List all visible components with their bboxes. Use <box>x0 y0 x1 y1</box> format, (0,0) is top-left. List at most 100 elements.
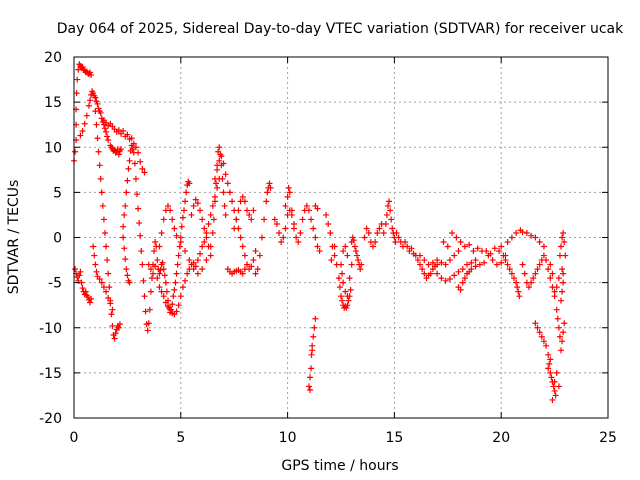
data-point <box>339 270 346 277</box>
data-point <box>192 196 199 203</box>
data-point <box>560 270 567 277</box>
data-point <box>233 216 240 223</box>
data-point <box>264 189 271 196</box>
data-point <box>404 243 411 250</box>
data-point <box>506 266 513 273</box>
data-point <box>224 180 231 187</box>
data-point <box>536 239 543 246</box>
data-point <box>120 223 127 230</box>
data-point <box>340 248 347 255</box>
data-point <box>82 288 89 295</box>
data-point <box>504 261 511 268</box>
data-point <box>151 248 158 255</box>
data-point <box>421 257 428 264</box>
data-point <box>175 302 182 309</box>
data-point <box>220 189 227 196</box>
data-point <box>543 257 550 264</box>
data-point <box>386 198 393 205</box>
data-point <box>282 202 289 209</box>
data-point <box>451 272 458 279</box>
data-point <box>543 342 550 349</box>
data-point <box>558 347 565 354</box>
data-point <box>83 112 90 119</box>
data-point <box>95 105 102 112</box>
data-point <box>547 356 554 363</box>
data-point <box>414 257 421 264</box>
data-point <box>550 383 557 390</box>
data-point <box>167 306 174 313</box>
data-point <box>489 257 496 264</box>
data-point <box>559 338 566 345</box>
data-point <box>87 299 94 306</box>
data-point <box>474 245 481 252</box>
data-point <box>181 207 188 214</box>
data-point <box>150 270 157 277</box>
data-point <box>559 266 566 273</box>
data-point <box>152 263 159 270</box>
data-point <box>335 275 342 282</box>
data-point <box>514 284 521 291</box>
data-point <box>137 158 144 165</box>
data-point <box>553 306 560 313</box>
data-point <box>101 229 108 236</box>
data-point <box>310 225 317 232</box>
data-point <box>250 257 257 264</box>
data-point <box>328 257 335 264</box>
data-point <box>440 239 447 246</box>
data-point <box>81 120 88 127</box>
data-point <box>280 234 287 241</box>
data-point <box>148 275 155 282</box>
data-point <box>124 272 131 279</box>
data-point <box>250 207 257 214</box>
data-point <box>162 299 169 306</box>
data-point <box>305 383 312 390</box>
data-point <box>213 180 220 187</box>
data-point <box>446 257 453 264</box>
data-point <box>511 275 518 282</box>
data-point <box>158 229 165 236</box>
data-point <box>106 284 113 291</box>
data-point <box>297 229 304 236</box>
data-point <box>115 324 122 331</box>
data-point <box>374 229 381 236</box>
data-point <box>176 243 183 250</box>
data-point <box>560 279 567 286</box>
data-point <box>159 259 166 266</box>
data-point <box>203 257 210 264</box>
data-point <box>256 252 263 259</box>
data-point <box>519 229 526 236</box>
data-point <box>365 229 372 236</box>
data-point <box>446 276 453 283</box>
data-point <box>205 243 212 250</box>
data-point <box>545 365 552 372</box>
data-point <box>132 144 139 151</box>
data-point <box>211 198 218 205</box>
data-point <box>521 270 528 277</box>
data-point <box>388 216 395 223</box>
data-point <box>530 275 537 282</box>
data-point <box>331 243 338 250</box>
data-point <box>199 243 206 250</box>
data-point <box>559 234 566 241</box>
data-point <box>331 252 338 259</box>
data-point <box>167 207 174 214</box>
data-point <box>491 245 498 252</box>
data-point <box>121 245 128 252</box>
data-point <box>160 266 167 273</box>
data-point <box>457 239 464 246</box>
data-point <box>380 229 387 236</box>
data-point <box>561 239 568 246</box>
data-point <box>457 286 464 293</box>
data-point <box>444 243 451 250</box>
data-point <box>90 243 97 250</box>
data-point <box>144 327 151 334</box>
data-point <box>417 261 424 268</box>
data-point <box>314 205 321 212</box>
data-point <box>84 294 91 301</box>
data-point <box>90 90 97 97</box>
data-point <box>91 252 98 259</box>
data-point <box>352 248 359 255</box>
data-point <box>154 257 161 264</box>
data-point <box>336 284 343 291</box>
